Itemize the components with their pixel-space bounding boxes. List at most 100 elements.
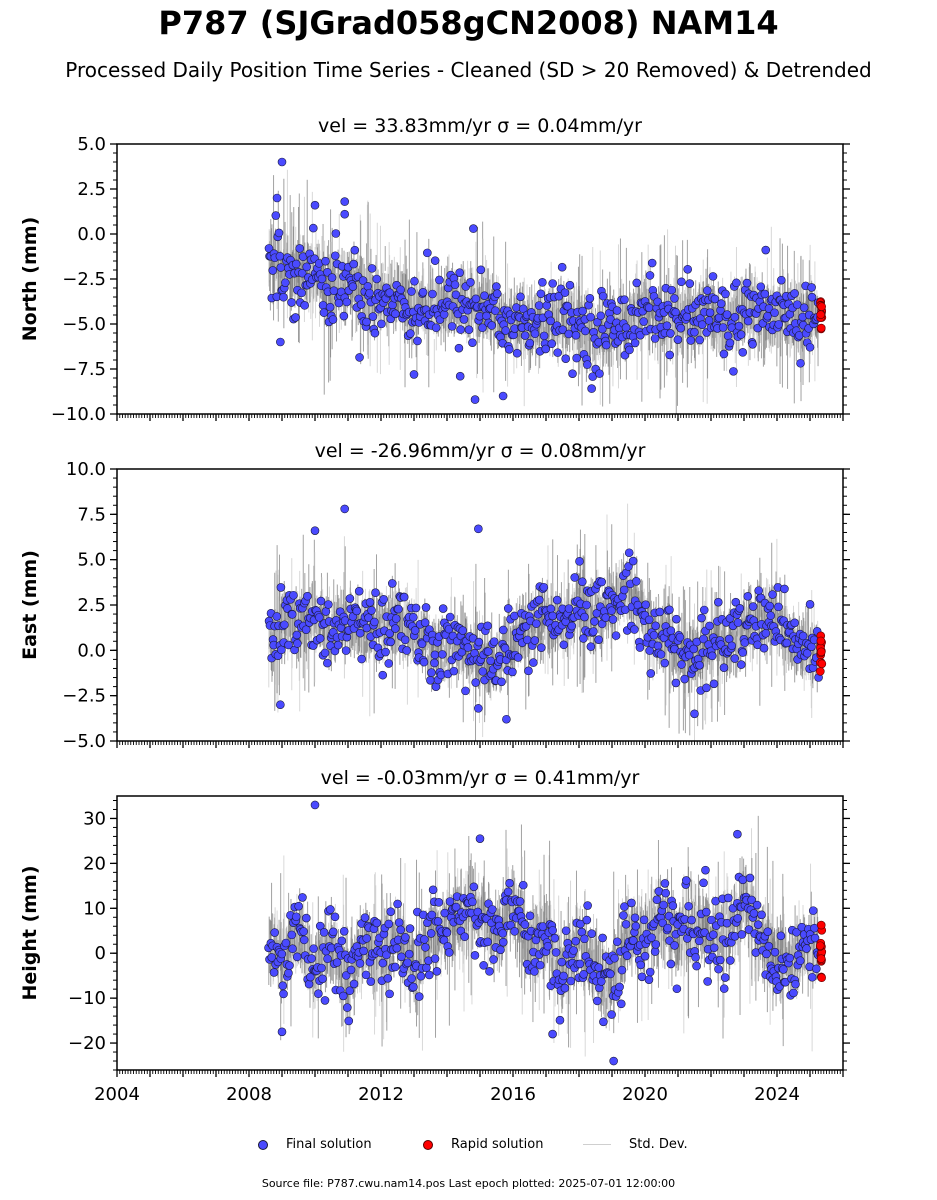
final-solution-point bbox=[387, 579, 397, 588]
final-solution-point bbox=[682, 312, 692, 322]
final-solution-point bbox=[396, 285, 405, 295]
final-solution-point bbox=[675, 632, 685, 642]
final-solution-point bbox=[699, 605, 709, 615]
final-solution-point bbox=[319, 308, 329, 317]
final-solution-point bbox=[394, 604, 403, 614]
final-solution-point bbox=[378, 670, 388, 680]
final-solution-point bbox=[529, 658, 538, 667]
final-solution-point bbox=[782, 638, 792, 648]
final-solution-point bbox=[564, 604, 574, 613]
y-axis-label: East (mm) bbox=[19, 550, 41, 660]
final-solution-point bbox=[491, 306, 500, 316]
final-solution-point bbox=[684, 650, 694, 660]
final-solution-point bbox=[355, 353, 364, 362]
final-solution-point bbox=[525, 338, 535, 348]
final-solution-point bbox=[451, 290, 461, 300]
final-solution-point bbox=[277, 157, 287, 167]
final-solution-point bbox=[327, 273, 337, 282]
final-solution-point bbox=[536, 289, 546, 299]
final-solution-point bbox=[317, 274, 327, 284]
final-solution-point bbox=[352, 606, 362, 616]
final-solution-point bbox=[501, 326, 510, 335]
plot-area bbox=[264, 800, 827, 1066]
final-solution-point bbox=[546, 316, 555, 326]
final-solution-point bbox=[754, 586, 764, 595]
final-solution-point bbox=[581, 326, 590, 336]
final-solution-point bbox=[653, 641, 663, 651]
final-solution-point bbox=[520, 331, 530, 340]
final-solution-point bbox=[411, 603, 421, 613]
final-solution-point bbox=[731, 597, 741, 607]
final-solution-point bbox=[372, 274, 382, 284]
final-solution-point bbox=[559, 640, 569, 650]
final-solution-point bbox=[370, 328, 380, 338]
final-solution-point bbox=[480, 291, 489, 300]
final-solution-point bbox=[459, 315, 469, 324]
final-solution-point bbox=[470, 395, 480, 404]
final-solution-point bbox=[368, 312, 378, 321]
final-solution-point bbox=[445, 612, 455, 622]
final-solution-point bbox=[625, 345, 634, 355]
final-solution-point bbox=[805, 600, 815, 609]
final-solution-point bbox=[761, 245, 771, 255]
y-axis-label: Height (mm) bbox=[19, 865, 41, 1000]
final-solution-point bbox=[478, 667, 488, 676]
final-solution-point bbox=[534, 301, 544, 310]
final-solution-point bbox=[417, 639, 427, 649]
final-solution-point bbox=[348, 282, 358, 291]
final-solution-point bbox=[547, 339, 557, 349]
final-solution-point bbox=[333, 640, 343, 650]
y-tick-label: 0.0 bbox=[77, 640, 106, 661]
final-solution-point bbox=[439, 310, 449, 319]
final-solution-point bbox=[371, 588, 380, 598]
final-solution-point bbox=[780, 584, 789, 594]
final-solution-point bbox=[386, 637, 395, 647]
y-tick-label: −10.0 bbox=[51, 404, 106, 425]
final-solution-point bbox=[647, 258, 657, 268]
final-solution-point bbox=[803, 648, 812, 658]
final-solution-point bbox=[356, 300, 366, 309]
final-solution-point bbox=[291, 313, 300, 322]
final-solution-point bbox=[665, 605, 674, 615]
final-solution-point bbox=[641, 600, 651, 610]
final-solution-point bbox=[697, 613, 706, 623]
y-axis-label: North (mm) bbox=[19, 217, 41, 342]
final-solution-point bbox=[651, 621, 660, 631]
final-solution-point bbox=[628, 556, 638, 566]
final-solution-point bbox=[589, 627, 598, 636]
plot-area bbox=[264, 157, 827, 414]
final-solution-point bbox=[677, 277, 686, 287]
final-solution-point bbox=[735, 604, 745, 613]
final-solution-point bbox=[489, 637, 499, 646]
final-solution-point bbox=[738, 648, 748, 657]
final-solution-point bbox=[796, 358, 805, 368]
final-solution-point bbox=[524, 666, 533, 676]
final-solution-point bbox=[291, 259, 301, 269]
final-solution-point bbox=[450, 280, 460, 290]
final-solution-point bbox=[583, 360, 592, 369]
final-solution-point bbox=[748, 602, 758, 611]
final-solution-point bbox=[670, 294, 679, 303]
final-solution-point bbox=[409, 370, 419, 379]
final-solution-point bbox=[362, 317, 371, 327]
final-solution-point bbox=[702, 683, 711, 693]
final-solution-point bbox=[704, 316, 714, 325]
final-solution-point bbox=[548, 611, 557, 621]
final-solution-point bbox=[719, 349, 729, 359]
final-solution-point bbox=[560, 288, 570, 297]
final-solution-point bbox=[471, 294, 481, 304]
final-solution-point bbox=[410, 276, 419, 286]
final-solution-point bbox=[649, 630, 659, 640]
final-solution-point bbox=[340, 209, 350, 219]
final-solution-point bbox=[271, 211, 281, 220]
y-tick-label: 5.0 bbox=[77, 134, 106, 155]
y-tick-label: −5.0 bbox=[62, 731, 106, 752]
final-solution-point bbox=[310, 200, 320, 210]
final-solution-point bbox=[732, 278, 741, 288]
final-solution-point bbox=[471, 678, 480, 687]
final-solution-point bbox=[354, 586, 364, 596]
final-solution-point bbox=[722, 310, 732, 319]
final-solution-point bbox=[695, 660, 704, 670]
final-solution-point bbox=[456, 325, 465, 334]
